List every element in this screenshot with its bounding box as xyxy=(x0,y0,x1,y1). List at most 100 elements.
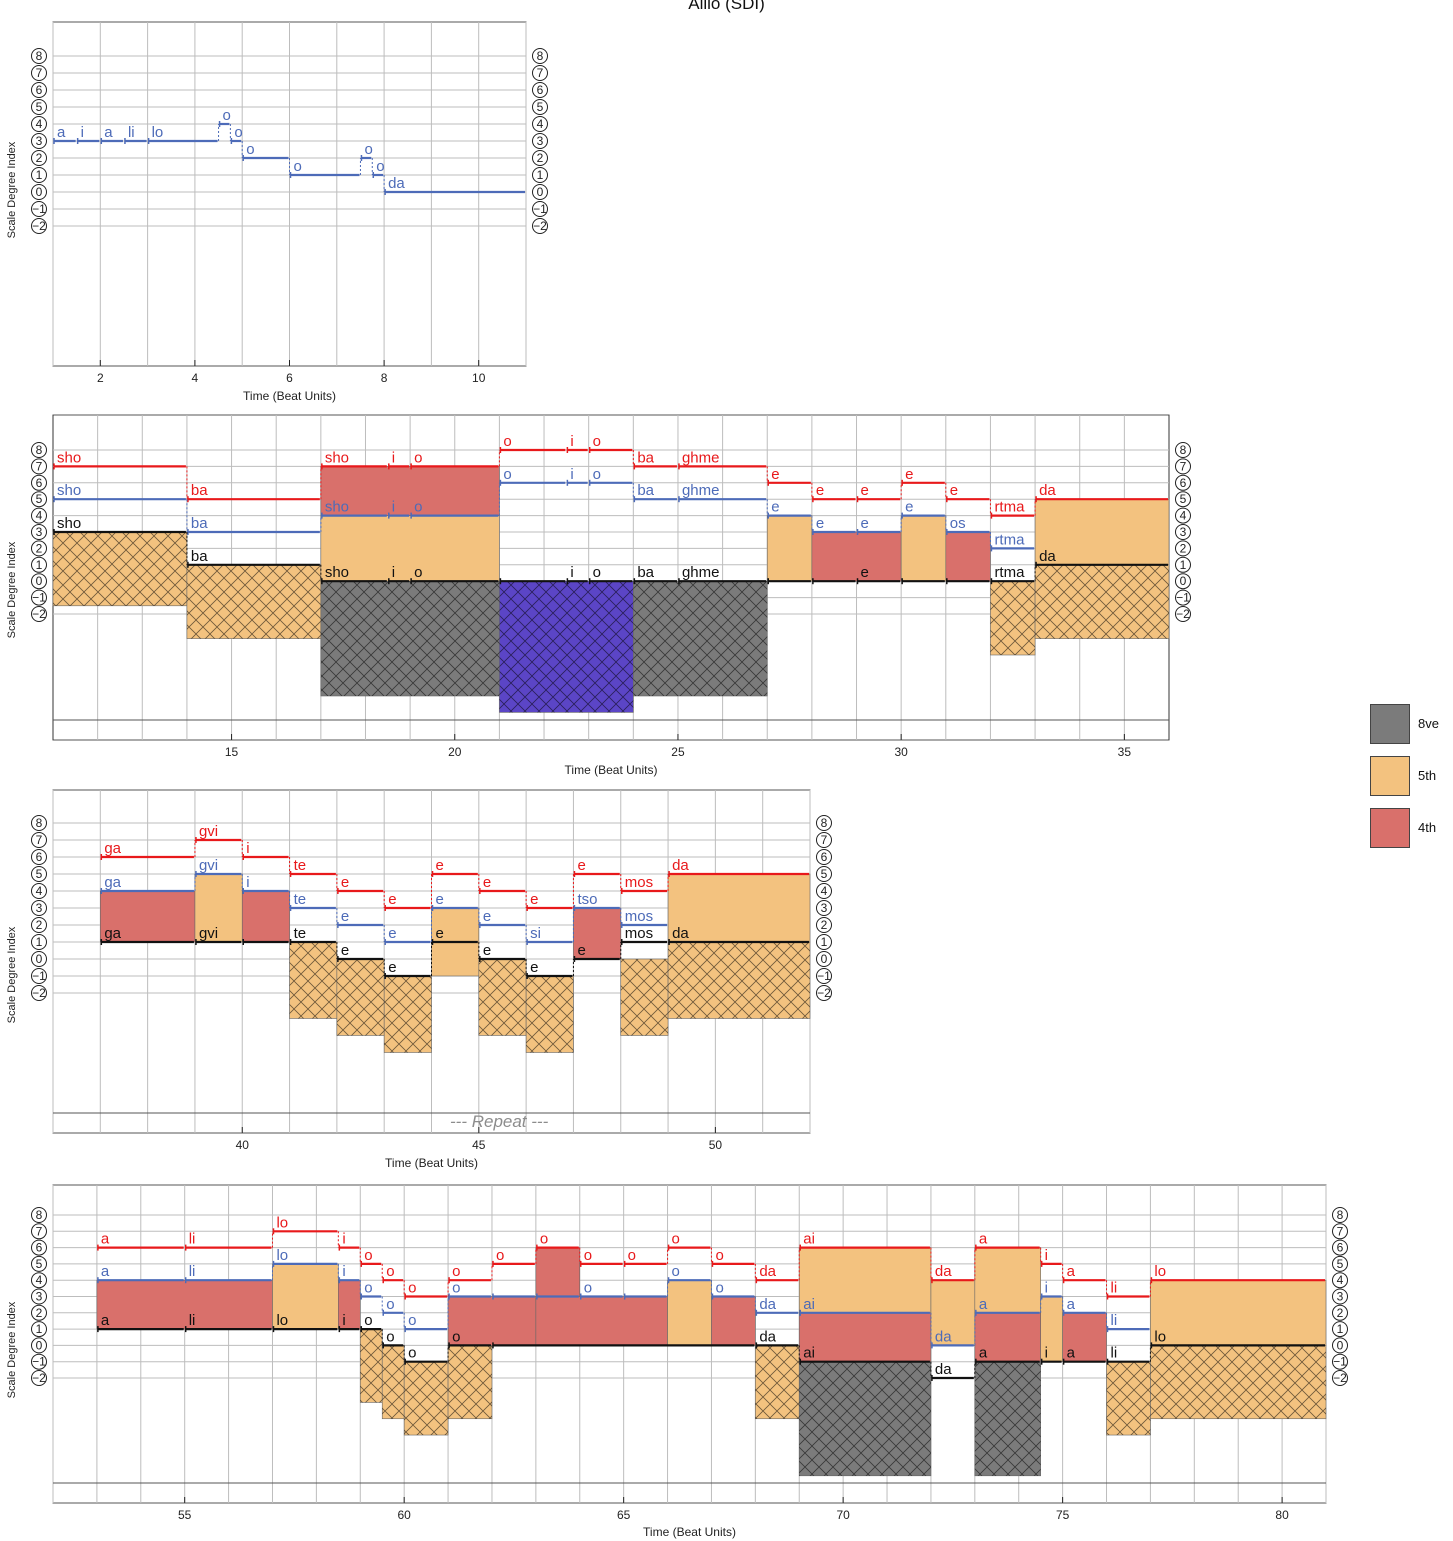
scale-degree-marker xyxy=(1332,1337,1348,1354)
syllable-label: ba xyxy=(191,548,208,565)
x-tick-label: 30 xyxy=(894,745,908,759)
syllable-label: a xyxy=(1067,1296,1076,1313)
scale-degree-marker xyxy=(1175,556,1191,573)
syllable-label: ba xyxy=(637,564,654,581)
syllable-label: o xyxy=(234,124,242,141)
syllable-label: o xyxy=(408,1345,416,1362)
syllable-label: e xyxy=(905,499,913,516)
syllable-label: o xyxy=(408,1280,416,1297)
syllable-label: ga xyxy=(104,840,121,857)
scale-degree-label: 3 xyxy=(36,525,43,539)
scale-degree-marker xyxy=(31,1223,47,1240)
interval-hatch xyxy=(755,1345,800,1419)
interval-hatch xyxy=(1150,1345,1326,1419)
x-tick-label: 40 xyxy=(236,1138,250,1152)
interval-fifth xyxy=(798,1247,932,1314)
syllable-label: o xyxy=(386,1263,394,1280)
syllable-label: a xyxy=(101,1263,110,1280)
syllable-label: sho xyxy=(57,482,81,499)
scale-degree-label: 6 xyxy=(821,850,828,864)
scale-degree-marker xyxy=(532,82,548,98)
syllable-label: ai xyxy=(803,1231,815,1248)
scale-degree-label: −1 xyxy=(32,202,46,216)
scale-degree-label: 4 xyxy=(537,117,544,131)
syllable-label: da xyxy=(1039,482,1056,499)
legend-swatch-fifth xyxy=(1370,756,1410,796)
scale-degree-marker xyxy=(31,589,47,606)
interval-fourth xyxy=(1062,1312,1107,1363)
scale-degree-label: 2 xyxy=(537,151,544,165)
scale-degree-label: 0 xyxy=(537,185,544,199)
scale-degree-label: 4 xyxy=(36,117,43,131)
scale-degree-marker xyxy=(31,900,47,916)
scale-degree-label: 3 xyxy=(1337,1290,1344,1304)
y-axis-label: Scale Degree Index xyxy=(6,541,18,638)
interval-fifth xyxy=(194,873,243,943)
scale-degree-label: 8 xyxy=(537,49,544,63)
scale-degree-marker xyxy=(1175,589,1191,606)
scale-degree-marker xyxy=(31,832,47,848)
syllable-label: i xyxy=(392,449,395,466)
syllable-label: li xyxy=(189,1231,196,1248)
scale-degree-label: 5 xyxy=(537,100,544,114)
scale-degree-marker xyxy=(31,150,47,166)
syllable-label: lo xyxy=(1154,1263,1166,1280)
legend-swatch-fourth xyxy=(1370,808,1410,848)
syllable-label: i xyxy=(392,564,395,581)
scale-degree-marker xyxy=(1332,1272,1348,1289)
x-tick-label: 6 xyxy=(286,371,293,385)
syllable-label: ghme xyxy=(682,482,720,499)
legend-item-octave: 8ve xyxy=(1368,700,1453,746)
syllable-label: ga xyxy=(104,925,121,942)
syllable-label: e xyxy=(341,908,349,925)
syllable-label: sho xyxy=(325,499,349,516)
chart-panel-3: gagviiteeeeeeemosdagagviiteeeeesitsomosg… xyxy=(6,789,832,1170)
x-tick-label: 4 xyxy=(192,371,199,385)
scale-degree-label: 5 xyxy=(36,100,43,114)
syllable-label: ba xyxy=(637,449,654,466)
syllable-label: da xyxy=(759,1328,776,1345)
syllable-label: o xyxy=(408,1312,416,1329)
scale-degree-marker xyxy=(31,201,47,217)
scale-degree-label: 8 xyxy=(36,443,43,457)
interval-hatch xyxy=(289,942,337,1019)
syllable-label: e xyxy=(483,908,491,925)
scale-degree-label: 2 xyxy=(36,1306,43,1320)
interval-hatch xyxy=(478,959,527,1036)
syllable-label: e xyxy=(341,874,349,891)
scale-degree-marker xyxy=(816,866,832,882)
syllable-label: tso xyxy=(577,891,597,908)
syllable-label: li xyxy=(1111,1280,1118,1297)
syllable-label: o xyxy=(364,1312,372,1329)
scale-degree-marker xyxy=(816,934,832,950)
scale-degree-marker xyxy=(31,65,47,81)
legend-item-fifth: 5th xyxy=(1368,752,1453,798)
syllable-label: e xyxy=(341,942,349,959)
syllable-label: si xyxy=(530,925,541,942)
syllable-label: o xyxy=(628,1247,636,1264)
syllable-label: i xyxy=(246,874,249,891)
scale-degree-marker xyxy=(532,65,548,81)
scale-degree-marker xyxy=(532,218,548,234)
scale-degree-marker xyxy=(816,985,832,1001)
scale-degree-label: 6 xyxy=(36,1241,43,1255)
scale-degree-label: −2 xyxy=(32,607,46,621)
syllable-label: e xyxy=(861,515,869,532)
y-axis-label: Scale Degree Index xyxy=(6,1301,18,1398)
syllable-label: a xyxy=(979,1296,988,1313)
syllable-label: i xyxy=(1045,1247,1048,1264)
scale-degree-label: 7 xyxy=(36,833,43,847)
syllable-label: te xyxy=(294,925,307,942)
syllable-label: i xyxy=(342,1263,345,1280)
syllable-label: o xyxy=(584,1280,592,1297)
syllable-label: da xyxy=(388,175,405,192)
scale-degree-marker xyxy=(816,900,832,916)
scale-degree-marker xyxy=(1332,1223,1348,1240)
syllable-label: ai xyxy=(803,1345,815,1362)
scale-degree-label: 7 xyxy=(1180,459,1187,473)
scale-degree-label: 5 xyxy=(1337,1257,1344,1271)
x-tick-label: 20 xyxy=(448,745,462,759)
interval-hatch xyxy=(53,532,187,606)
